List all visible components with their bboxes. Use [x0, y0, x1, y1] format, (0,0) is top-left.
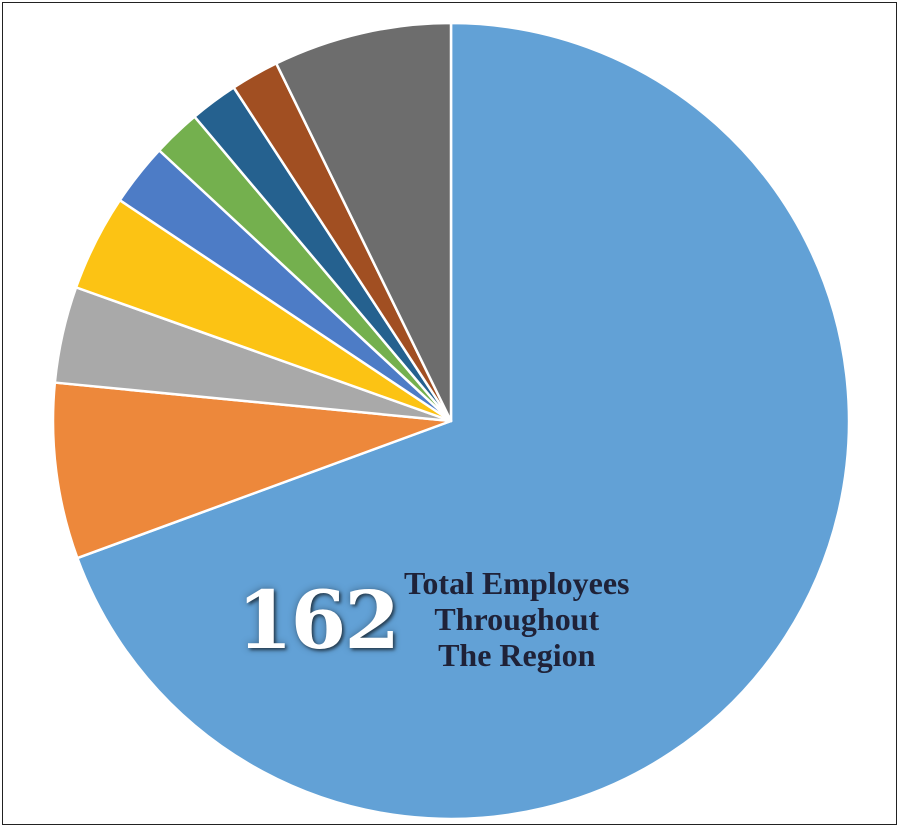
pie-slice-9: [275, 21, 453, 423]
pie-chart: [51, 21, 851, 821]
pie-slice-2: [51, 381, 453, 560]
pie-slice-1: [76, 21, 851, 821]
